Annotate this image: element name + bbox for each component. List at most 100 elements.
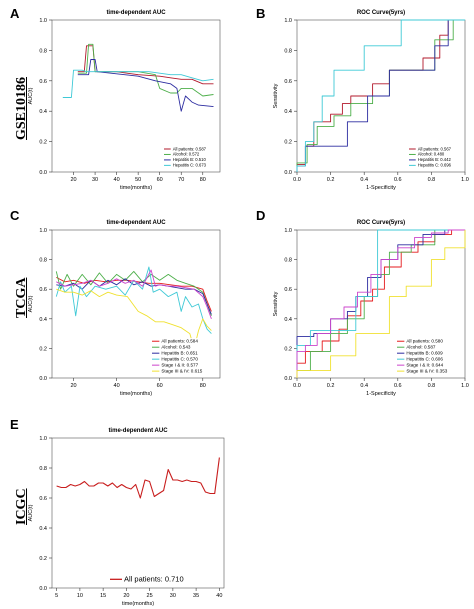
legend-entry-b-0: All patients: 0.567 (418, 146, 452, 151)
y-tick-label: 1.0 (39, 18, 47, 24)
legend-entry-a-2: Hepatitis B: 0.510 (173, 157, 207, 162)
series-line-b-1 (296, 19, 465, 172)
series-line-b-3 (296, 19, 465, 172)
y-tick-label: 1.0 (284, 228, 292, 234)
legend-box-d (396, 338, 462, 376)
y-tick-label: 0.0 (39, 586, 47, 592)
legend-entry-d-5: Stage III & IV: 0.353 (406, 369, 447, 374)
legend-box-c (151, 338, 217, 376)
plot-frame-a (51, 19, 221, 173)
y-tick-label: 0.8 (284, 258, 292, 264)
y-tick-label: 0.2 (284, 140, 292, 146)
legend-entry-c-5: Stage III & IV: 0.615 (161, 369, 202, 374)
x-tick-label: 0.6 (394, 177, 402, 183)
chart-title-a: time-dependent AUC (106, 10, 166, 16)
panel-letter-b: B (256, 6, 266, 21)
y-axis-label-e: AUC(t) (28, 504, 34, 521)
legend-entry-c-4: Stage I & II: 0.577 (161, 363, 198, 368)
y-axis-label-c: AUC(t) (28, 295, 34, 312)
x-axis-label-a: time(months) (120, 185, 152, 191)
legend-entry-b-3: Hepatitis C: 0.696 (418, 163, 452, 168)
legend-entry-d-1: Alcohol: 0.587 (406, 345, 436, 350)
plot-frame-b (296, 19, 466, 173)
series-line-d-5 (296, 230, 466, 378)
x-tick-label: 0.2 (327, 177, 335, 183)
series-line-a-0 (77, 45, 214, 85)
x-tick-label: 60 (157, 177, 163, 183)
x-tick-label: 0.0 (293, 177, 301, 183)
legend-entry-a-1: Alcohol: 0.572 (173, 152, 200, 157)
x-tick-label: 0.6 (394, 383, 402, 389)
x-tick-label: 0.8 (428, 177, 436, 183)
chart-title-c: time-dependent AUC (106, 220, 166, 226)
x-tick-label: 0.2 (327, 383, 335, 389)
y-tick-label: 0.4 (284, 317, 292, 323)
y-tick-label: 0.2 (39, 556, 47, 562)
series-line-a-3 (62, 69, 214, 98)
x-tick-label: 40 (114, 383, 120, 389)
y-axis-label-b: Sensitivity (273, 83, 279, 108)
series-line-e-0 (56, 457, 220, 499)
y-tick-label: 0.4 (39, 109, 47, 115)
y-tick-label: 0.6 (39, 496, 47, 502)
legend-entry-c-0: All patients: 0.584 (161, 339, 198, 344)
y-tick-label: 1.0 (39, 228, 47, 234)
panel-letter-a: A (10, 6, 20, 21)
x-tick-label: 50 (135, 177, 141, 183)
legend-entry-b-2: Hepatitis B: 0.442 (418, 157, 452, 162)
panel-letter-e: E (10, 417, 19, 432)
legend-entry-d-0: All patients: 0.580 (406, 339, 443, 344)
x-tick-label: 70 (178, 177, 184, 183)
x-tick-label: 40 (114, 177, 120, 183)
chart-title-e: time-dependent AUC (108, 428, 168, 434)
y-tick-label: 0.0 (284, 376, 292, 382)
y-tick-label: 0.6 (284, 287, 292, 293)
x-tick-label: 60 (157, 383, 163, 389)
legend-entry-c-3: Hepatitis C: 0.570 (161, 357, 198, 362)
series-line-a-2 (77, 59, 214, 112)
legend-entry-d-3: Hepatitis C: 0.606 (406, 357, 443, 362)
y-axis-label-d: Sensitivity (273, 291, 279, 316)
y-tick-label: 0.6 (39, 79, 47, 85)
y-tick-label: 0.2 (39, 346, 47, 352)
x-tick-label: 20 (70, 383, 76, 389)
x-tick-label: 40 (216, 593, 222, 599)
x-tick-label: 0.4 (360, 177, 368, 183)
x-tick-label: 20 (123, 593, 129, 599)
legend-entry-b-1: Alcohol: 0.480 (418, 152, 445, 157)
x-tick-label: 5 (55, 593, 58, 599)
x-tick-label: 30 (170, 593, 176, 599)
x-tick-label: 1.0 (461, 383, 469, 389)
chart-title-d: ROC Curve(5yrs) (357, 220, 405, 226)
legend-entry-a-3: Hepatitis C: 0.673 (173, 163, 207, 168)
x-axis-label-d: 1-Specificity (366, 391, 396, 397)
x-tick-label: 25 (147, 593, 153, 599)
plot-frame-c (51, 229, 221, 379)
x-tick-label: 30 (92, 177, 98, 183)
x-axis-label-c: time(months) (120, 391, 152, 397)
series-line-c-5 (56, 288, 212, 349)
series-line-d-4 (296, 229, 465, 378)
y-tick-label: 0.8 (39, 258, 47, 264)
y-tick-label: 0.6 (39, 287, 47, 293)
legend-entry-d-4: Stage I & II: 0.644 (406, 363, 443, 368)
chart-title-b: ROC Curve(5yrs) (357, 10, 405, 16)
x-tick-label: 80 (200, 383, 206, 389)
series-line-c-1 (55, 270, 212, 316)
series-line-d-3 (296, 229, 465, 378)
x-tick-label: 1.0 (461, 177, 469, 183)
x-tick-label: 15 (100, 593, 106, 599)
x-tick-label: 0.0 (293, 383, 301, 389)
legend-box-b (408, 146, 462, 170)
y-axis-label-a: AUC(t) (28, 87, 34, 104)
x-tick-label: 0.4 (360, 383, 368, 389)
legend-entry-c-1: Alcohol: 0.543 (161, 345, 191, 350)
series-line-c-4 (56, 269, 212, 319)
y-tick-label: 0.8 (39, 466, 47, 472)
y-tick-label: 0.6 (284, 79, 292, 85)
legend-entry-d-2: Hepatitis B: 0.609 (406, 351, 443, 356)
y-tick-label: 0.2 (284, 346, 292, 352)
